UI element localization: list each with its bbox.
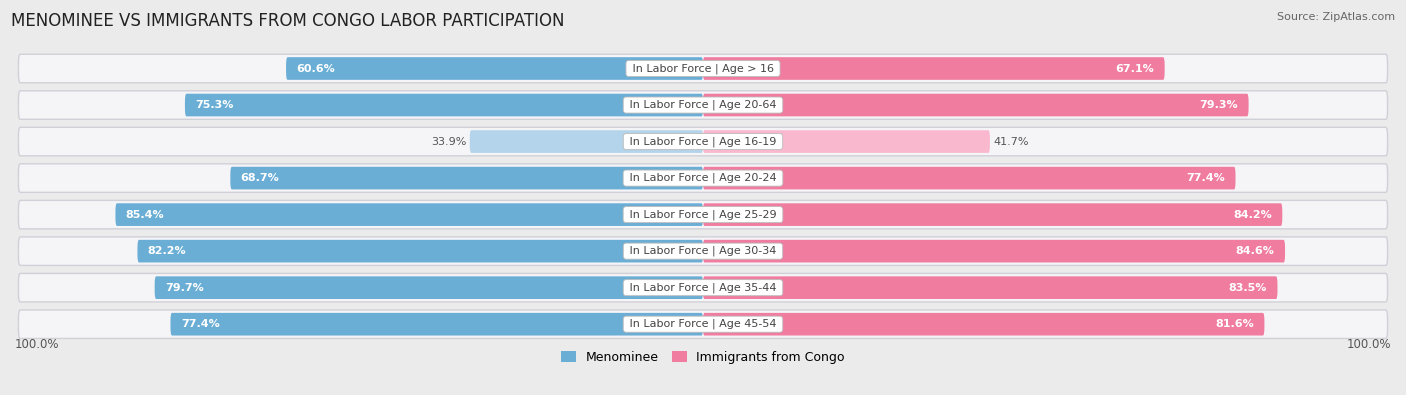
FancyBboxPatch shape — [18, 200, 1388, 229]
Legend: Menominee, Immigrants from Congo: Menominee, Immigrants from Congo — [561, 351, 845, 364]
Text: 84.6%: 84.6% — [1236, 246, 1275, 256]
FancyBboxPatch shape — [186, 94, 703, 117]
FancyBboxPatch shape — [703, 130, 990, 153]
FancyBboxPatch shape — [231, 167, 703, 190]
FancyBboxPatch shape — [170, 313, 703, 335]
FancyBboxPatch shape — [115, 203, 703, 226]
Text: 83.5%: 83.5% — [1229, 283, 1267, 293]
Text: 85.4%: 85.4% — [125, 210, 165, 220]
Text: In Labor Force | Age 25-29: In Labor Force | Age 25-29 — [626, 209, 780, 220]
Text: In Labor Force | Age 45-54: In Labor Force | Age 45-54 — [626, 319, 780, 329]
FancyBboxPatch shape — [18, 237, 1388, 265]
Text: 75.3%: 75.3% — [195, 100, 233, 110]
Text: In Labor Force | Age 20-64: In Labor Force | Age 20-64 — [626, 100, 780, 110]
FancyBboxPatch shape — [703, 276, 1278, 299]
FancyBboxPatch shape — [703, 313, 1264, 335]
Text: Source: ZipAtlas.com: Source: ZipAtlas.com — [1277, 12, 1395, 22]
Text: 67.1%: 67.1% — [1115, 64, 1154, 73]
FancyBboxPatch shape — [18, 310, 1388, 339]
Text: 60.6%: 60.6% — [297, 64, 335, 73]
Text: 77.4%: 77.4% — [1187, 173, 1225, 183]
Text: 79.7%: 79.7% — [165, 283, 204, 293]
Text: 41.7%: 41.7% — [993, 137, 1029, 147]
Text: In Labor Force | Age > 16: In Labor Force | Age > 16 — [628, 63, 778, 74]
Text: 79.3%: 79.3% — [1199, 100, 1239, 110]
FancyBboxPatch shape — [18, 273, 1388, 302]
Text: 100.0%: 100.0% — [15, 338, 59, 351]
Text: 81.6%: 81.6% — [1215, 319, 1254, 329]
FancyBboxPatch shape — [18, 127, 1388, 156]
Text: In Labor Force | Age 20-24: In Labor Force | Age 20-24 — [626, 173, 780, 183]
Text: 77.4%: 77.4% — [181, 319, 219, 329]
Text: In Labor Force | Age 30-34: In Labor Force | Age 30-34 — [626, 246, 780, 256]
FancyBboxPatch shape — [18, 54, 1388, 83]
FancyBboxPatch shape — [155, 276, 703, 299]
FancyBboxPatch shape — [703, 57, 1164, 80]
Text: 33.9%: 33.9% — [432, 137, 467, 147]
FancyBboxPatch shape — [703, 203, 1282, 226]
FancyBboxPatch shape — [18, 91, 1388, 119]
FancyBboxPatch shape — [703, 240, 1285, 262]
FancyBboxPatch shape — [18, 164, 1388, 192]
FancyBboxPatch shape — [285, 57, 703, 80]
Text: 68.7%: 68.7% — [240, 173, 280, 183]
Text: 82.2%: 82.2% — [148, 246, 187, 256]
Text: In Labor Force | Age 16-19: In Labor Force | Age 16-19 — [626, 136, 780, 147]
Text: MENOMINEE VS IMMIGRANTS FROM CONGO LABOR PARTICIPATION: MENOMINEE VS IMMIGRANTS FROM CONGO LABOR… — [11, 12, 565, 30]
Text: In Labor Force | Age 35-44: In Labor Force | Age 35-44 — [626, 282, 780, 293]
FancyBboxPatch shape — [470, 130, 703, 153]
Text: 84.2%: 84.2% — [1233, 210, 1272, 220]
FancyBboxPatch shape — [703, 167, 1236, 190]
FancyBboxPatch shape — [703, 94, 1249, 117]
FancyBboxPatch shape — [138, 240, 703, 262]
Text: 100.0%: 100.0% — [1347, 338, 1391, 351]
